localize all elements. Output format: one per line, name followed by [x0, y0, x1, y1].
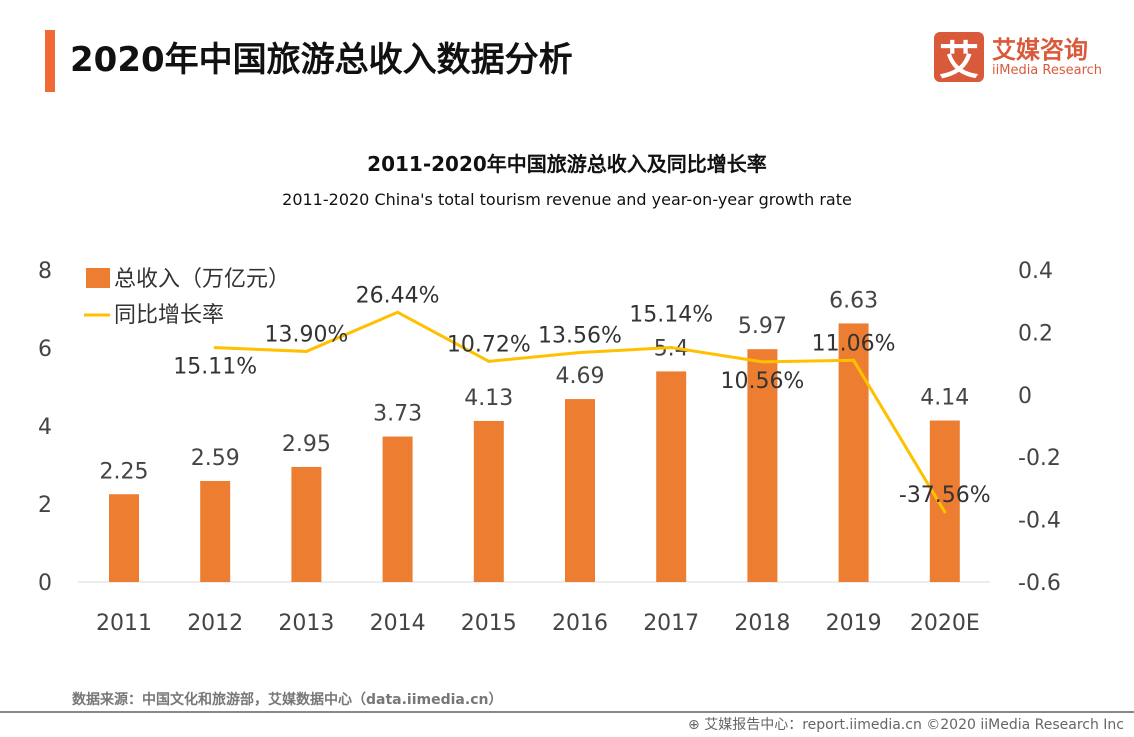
bar-value-label: 4.13	[464, 386, 513, 411]
growth-value-label: 13.90%	[264, 322, 348, 347]
growth-point	[760, 360, 764, 364]
growth-point	[578, 350, 582, 354]
bar	[382, 436, 413, 582]
left-tick-label: 8	[38, 259, 52, 284]
title-accent-bar	[45, 30, 55, 92]
page-title: 2020年中国旅游总收入数据分析	[70, 40, 573, 80]
bar	[200, 480, 231, 582]
bar-value-label: 4.69	[556, 364, 605, 389]
x-tick-label: 2015	[461, 611, 517, 636]
growth-value-label: -37.56%	[899, 483, 991, 508]
bar-value-label: 2.25	[100, 459, 149, 484]
growth-point	[396, 310, 400, 314]
logo: 艾 艾媒咨询 iiMedia Research	[934, 32, 1103, 84]
bar-value-label: 5.97	[738, 314, 787, 339]
right-tick-label: 0	[1018, 384, 1032, 409]
source-note: 数据来源：中国文化和旅游部，艾媒数据中心（data.iimedia.cn）	[72, 692, 503, 708]
left-tick-label: 0	[38, 571, 52, 596]
growth-value-label: 10.56%	[720, 369, 804, 394]
x-tick-label: 2017	[643, 611, 699, 636]
growth-value-label: 15.14%	[629, 303, 713, 328]
bar	[929, 420, 960, 582]
bar	[656, 371, 687, 582]
bar	[109, 494, 139, 582]
bar-value-label: 2.95	[282, 432, 331, 457]
bar-value-label: 3.73	[373, 402, 422, 427]
x-tick-label: 2018	[734, 611, 790, 636]
left-tick-label: 4	[38, 415, 52, 440]
bar	[473, 420, 504, 582]
bar	[291, 466, 322, 582]
logo-en: iiMedia Research	[992, 62, 1103, 78]
footer-copyright: ⊕ 艾媒报告中心：report.iimedia.cn ©2020 iiMedia…	[688, 717, 1124, 733]
legend-line-label: 同比增长率	[114, 303, 224, 328]
right-tick-label: -0.6	[1018, 571, 1061, 596]
growth-point	[213, 346, 217, 350]
growth-point	[669, 346, 673, 350]
logo-mark: 艾	[934, 32, 984, 84]
left-tick-label: 2	[38, 493, 52, 518]
chart-title: 2011-2020年中国旅游总收入及同比增长率	[367, 152, 767, 176]
growth-value-label: 10.72%	[447, 332, 531, 357]
growth-value-label: 26.44%	[356, 283, 440, 308]
growth-value-label: 15.11%	[173, 355, 257, 380]
x-tick-label: 2016	[552, 611, 608, 636]
growth-value-label: 11.06%	[812, 331, 896, 356]
x-tick-label: 2020E	[910, 611, 980, 636]
x-tick-label: 2019	[826, 611, 882, 636]
legend-bar-label: 总收入（万亿元）	[114, 267, 290, 292]
footer-divider	[0, 711, 1134, 713]
right-tick-label: -0.2	[1018, 446, 1061, 471]
bar-value-label: 4.14	[920, 386, 969, 411]
chart-subtitle: 2011-2020 China's total tourism revenue …	[282, 190, 852, 209]
left-tick-label: 6	[38, 337, 52, 362]
x-tick-label: 2013	[278, 611, 334, 636]
logo-cn: 艾媒咨询	[992, 35, 1088, 64]
right-tick-label: 0.4	[1018, 259, 1053, 284]
x-tick-label: 2011	[96, 611, 152, 636]
growth-point	[852, 358, 856, 362]
x-tick-label: 2012	[187, 611, 243, 636]
growth-point	[943, 510, 947, 514]
bar	[565, 399, 595, 582]
bar-value-label: 2.59	[191, 446, 240, 471]
growth-value-label: 13.56%	[538, 323, 622, 348]
right-tick-label: -0.4	[1018, 509, 1061, 534]
bar	[747, 349, 778, 582]
bar-value-label: 6.63	[829, 288, 878, 313]
growth-point	[487, 359, 491, 363]
growth-point	[304, 349, 308, 353]
legend-bar-swatch	[86, 268, 110, 288]
right-tick-label: 0.2	[1018, 321, 1053, 346]
x-tick-label: 2014	[370, 611, 426, 636]
globe-icon: ⊕	[688, 717, 705, 733]
bar	[838, 323, 869, 582]
